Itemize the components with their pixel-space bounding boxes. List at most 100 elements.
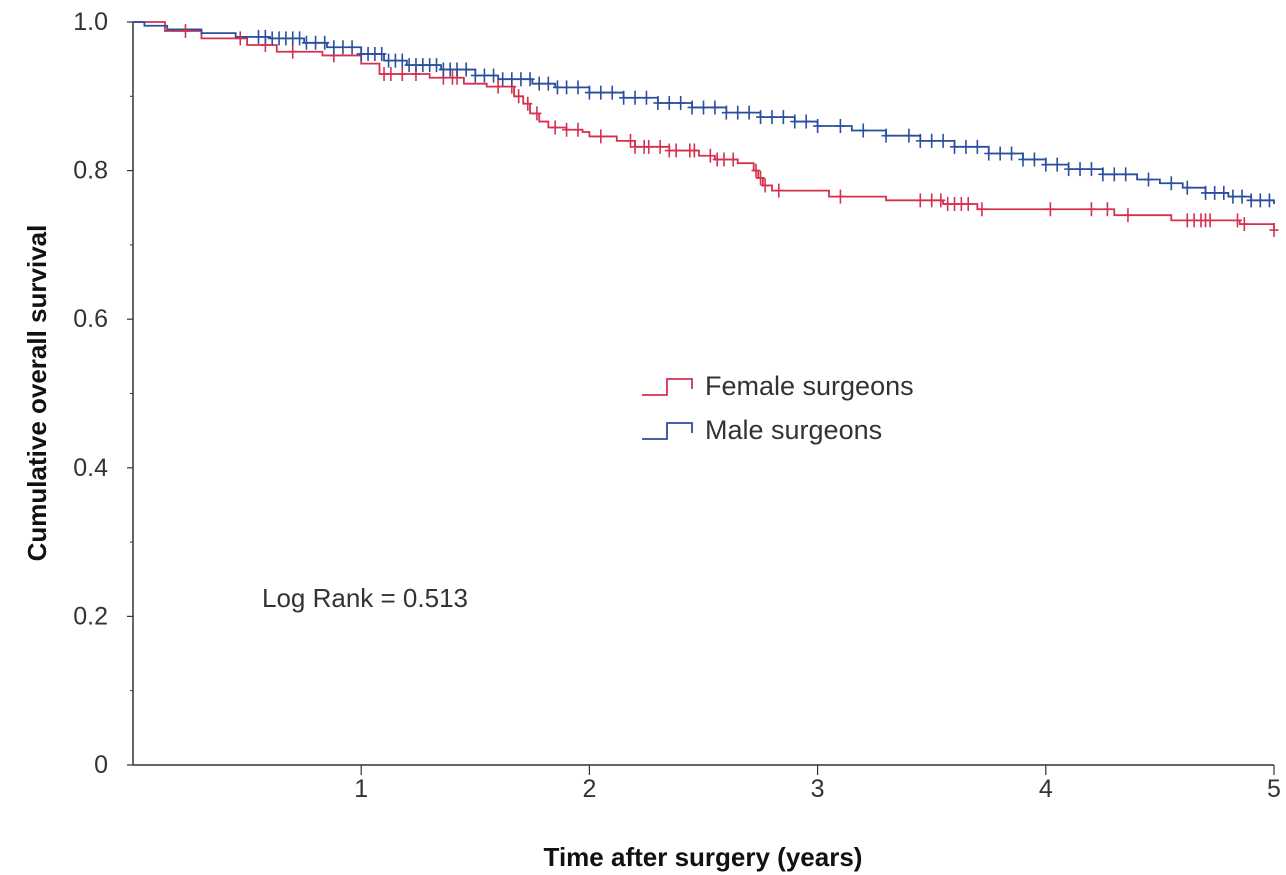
censor-mark [972,139,982,154]
censor-mark [338,40,348,55]
censor-mark [689,143,699,158]
censor-mark [687,100,697,115]
censor-mark [950,139,960,154]
censor-mark [493,79,503,94]
censor-mark [1210,185,1220,200]
censor-mark [525,72,535,87]
censor-mark [1219,185,1229,200]
censor-mark [936,193,946,208]
censor-mark [671,143,681,158]
series-line-0 [133,21,1275,231]
censor-mark [552,80,562,95]
censor-mark [641,90,651,105]
y-tick-label: 0.4 [73,454,108,482]
censor-mark [1064,162,1074,177]
legend-label: Male surgeons [705,415,882,445]
censor-mark [813,119,823,134]
censor-mark [938,133,948,148]
censor-mark [915,133,925,148]
censor-mark [655,139,665,154]
censor-mark [1201,185,1211,200]
censor-mark [774,183,784,198]
censor-mark [584,85,594,100]
y-tick-label: 0.6 [73,305,108,333]
censor-mark [984,146,994,161]
censor-mark [1143,172,1153,187]
censor-mark [180,23,190,38]
censor-mark [963,197,973,212]
censor-mark [498,72,508,87]
x-tick-label: 1 [354,775,368,803]
censor-mark [320,35,330,50]
tick-layer: 0 0.2 0.4 0.6 0.8 1.0 1 2 3 4 5 [73,8,1281,803]
censor-mark [1086,202,1096,217]
y-tick-label: 0.2 [73,602,108,630]
censor-mark [516,72,526,87]
censor-mark [1255,193,1265,208]
censor-mark [534,76,544,91]
x-tick-label: 2 [582,775,596,803]
censor-mark [1121,167,1131,182]
censor-mark [927,193,937,208]
censor-mark [719,152,729,167]
censor-mark [507,72,517,87]
censor-mark [619,90,629,105]
censor-mark [1102,202,1112,217]
legend-swatch [642,378,693,396]
censor-mark [790,114,800,129]
censor-mark [858,123,868,138]
censor-mark [329,40,339,55]
censor-mark [744,105,754,120]
censor-mark [573,80,583,95]
censor-mark [432,58,442,73]
censor-mark [1109,167,1119,182]
censor-mark [710,100,720,115]
censor-mark [756,171,766,186]
censor-mark [377,46,387,61]
censor-mark [550,120,560,135]
censor-mark [653,95,663,110]
log-rank-annotation: Log Rank = 0.513 [262,583,468,613]
censor-mark [514,89,524,104]
censor-mark [1098,167,1108,182]
censor-mark [543,76,553,91]
censor-mark [1246,193,1256,208]
censor-mark [562,80,572,95]
censor-mark [728,152,738,167]
censor-mark [676,95,686,110]
x-tick-label: 4 [1039,775,1053,803]
censor-mark [596,85,606,100]
y-tick-label: 0.8 [73,157,108,185]
censor-mark [644,139,654,154]
censor-mark [452,62,462,77]
censor-mark [573,122,583,137]
censor-mark [625,133,635,148]
censor-mark [904,128,914,143]
censor-mark [1205,213,1215,228]
legend-swatch [642,422,693,440]
censor-mark [1269,223,1279,238]
censor-mark [977,202,987,217]
x-axis-title: Time after surgery (years) [544,842,863,872]
censor-mark [1018,152,1028,167]
censor-layer [180,23,1279,238]
censor-mark [630,139,640,154]
censor-mark [756,110,766,125]
censor-mark [1075,162,1085,177]
censor-mark [778,110,788,125]
censor-mark [664,95,674,110]
x-tick-label: 3 [811,775,825,803]
censor-mark [1045,202,1055,217]
censor-mark [1041,157,1051,172]
censor-mark [915,193,925,208]
y-tick-label: 1.0 [73,8,108,36]
y-axis-title: Cumulative overall survival [22,225,52,562]
censor-mark [1007,146,1017,161]
censor-mark [260,29,270,44]
censor-mark [699,100,708,115]
censor-mark [1123,208,1133,223]
censor-mark [386,67,396,82]
censor-mark [523,96,533,111]
